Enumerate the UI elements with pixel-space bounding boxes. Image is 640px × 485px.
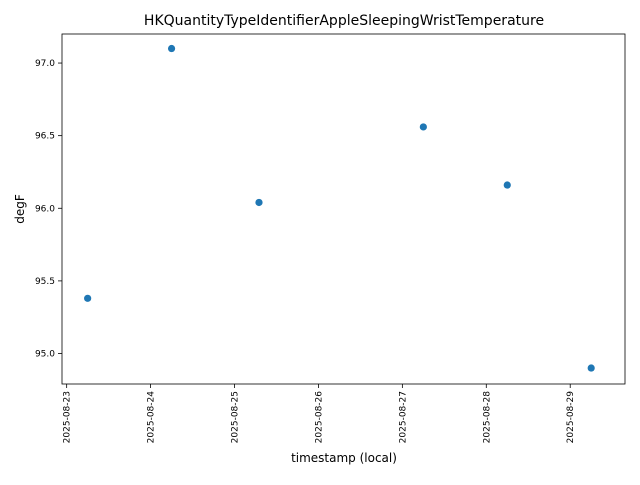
- x-tick-label: 2025-08-29: [566, 391, 576, 444]
- y-tick-label: 96.5: [35, 132, 55, 142]
- y-axis-ticks: 95.0 95.5 96.0 96.5 97.0: [35, 59, 62, 360]
- y-tick-label: 95.5: [35, 277, 55, 287]
- data-point: [255, 198, 263, 207]
- chart-title: HKQuantityTypeIdentifierAppleSleepingWri…: [144, 13, 544, 29]
- x-tick-label: 2025-08-24: [147, 391, 157, 444]
- data-point: [503, 181, 511, 189]
- x-axis-label: timestamp (local): [291, 451, 397, 465]
- x-tick-label: 2025-08-27: [398, 391, 408, 443]
- plot-frame: [61, 33, 626, 385]
- data-point: [419, 123, 427, 131]
- data-point: [167, 44, 176, 53]
- data-point: [84, 294, 92, 302]
- x-tick-label: 2025-08-28: [482, 391, 492, 444]
- x-tick-label: 2025-08-25: [231, 391, 241, 443]
- y-tick-label: 95.0: [35, 350, 55, 360]
- plot-area: [61, 33, 626, 385]
- x-tick-label: 2025-08-23: [63, 391, 73, 443]
- data-points: [84, 44, 595, 372]
- x-tick-label: 2025-08-26: [314, 391, 324, 444]
- data-point: [587, 364, 595, 372]
- y-tick-label: 97.0: [35, 59, 55, 69]
- x-axis-ticks: 2025-08-23 2025-08-24 2025-08-25 2025-08-26…: [63, 384, 576, 444]
- y-axis-label: degF: [13, 194, 27, 224]
- y-tick-label: 96.0: [35, 204, 55, 214]
